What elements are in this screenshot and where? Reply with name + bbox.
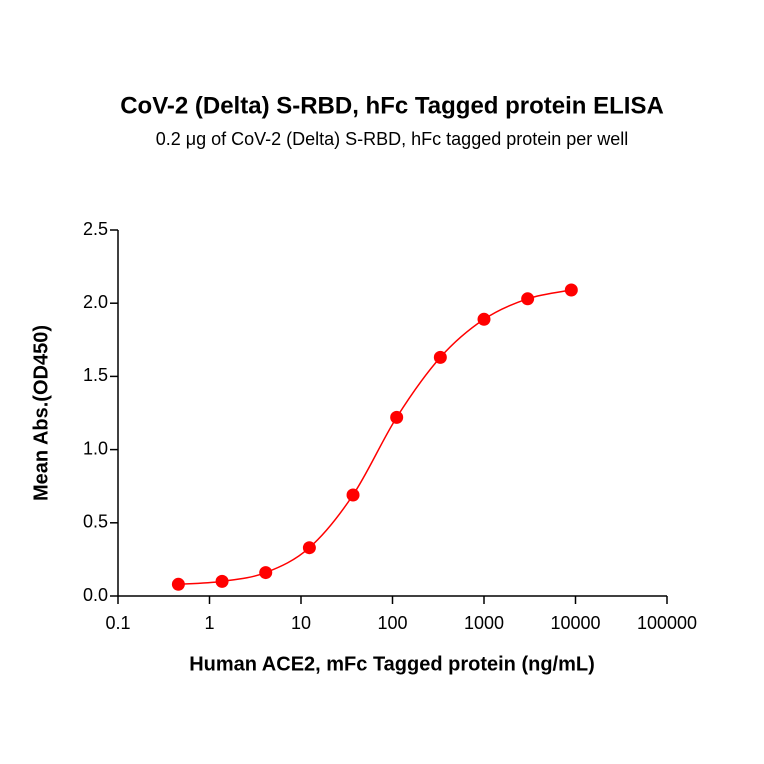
chart-subtitle: 0.2 μg of CoV-2 (Delta) S-RBD, hFc tagge…	[156, 129, 629, 149]
fit-curve	[178, 289, 572, 586]
y-tick-label: 2.5	[83, 219, 108, 239]
chart-title: CoV-2 (Delta) S-RBD, hFc Tagged protein …	[120, 92, 664, 119]
data-point	[477, 312, 491, 326]
x-tick-label: 1000	[464, 613, 504, 633]
x-axis-label: Human ACE2, mFc Tagged protein (ng/mL)	[189, 653, 595, 675]
y-tick-label: 1.0	[83, 438, 108, 458]
y-tick-label: 0.5	[83, 512, 108, 532]
x-tick-label: 10	[291, 613, 311, 633]
x-tick-label: 10000	[550, 613, 600, 633]
data-point	[215, 574, 229, 588]
y-tick-label: 1.5	[83, 365, 108, 385]
x-tick-label: 0.1	[105, 613, 130, 633]
y-axis-label: Mean Abs.(OD450)	[30, 325, 52, 501]
data-point	[521, 292, 535, 306]
data-point	[564, 283, 578, 297]
y-tick-label: 0.0	[83, 585, 108, 605]
data-point	[346, 488, 360, 502]
data-point	[390, 410, 404, 424]
y-tick-label: 2.0	[83, 292, 108, 312]
x-tick-label: 100	[377, 613, 407, 633]
x-tick-label: 100000	[637, 613, 697, 633]
x-tick-label: 1	[204, 613, 214, 633]
data-point	[433, 350, 447, 364]
data-point	[302, 541, 316, 555]
data-point	[259, 566, 273, 580]
data-point	[171, 577, 185, 591]
